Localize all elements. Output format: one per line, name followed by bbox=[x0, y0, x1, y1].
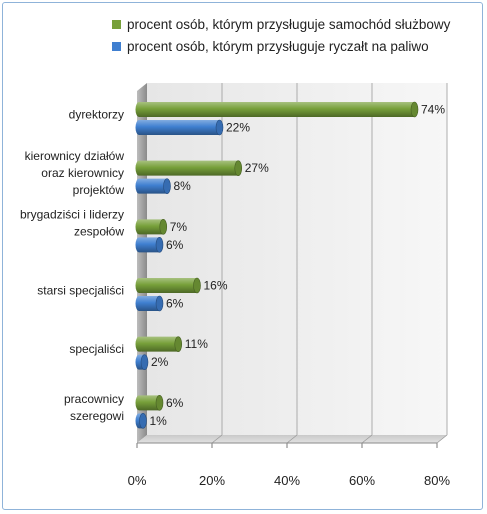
x-tick-label: 0% bbox=[128, 473, 147, 488]
legend-label: procent osób, którym przysługuje samochó… bbox=[127, 17, 451, 32]
x-tick-label: 20% bbox=[199, 473, 225, 488]
category-label: brygadziści i liderzy zespołów bbox=[20, 208, 124, 239]
plot-walls bbox=[137, 83, 447, 443]
category-label: pracownicy szeregowi bbox=[64, 392, 124, 423]
gridline-floor bbox=[361, 434, 373, 444]
data-label: 11% bbox=[185, 337, 208, 351]
data-label: 27% bbox=[245, 161, 269, 175]
gridline-floor bbox=[211, 434, 223, 444]
legend: procent osób, którym przysługuje samochó… bbox=[112, 17, 451, 54]
data-label: 6% bbox=[166, 238, 184, 252]
data-label: 6% bbox=[166, 396, 184, 410]
bar-company-car bbox=[135, 102, 419, 117]
bar-chart: procent osób, którym przysługuje samochó… bbox=[20, 17, 451, 488]
category-labels: dyrektorzy kierownicy działów oraz kierown… bbox=[20, 107, 124, 423]
x-axis-ticks: 0% 20% 40% 60% 80% bbox=[128, 442, 450, 488]
bar-end-cap bbox=[215, 119, 224, 136]
bar-fuel-allowance bbox=[135, 296, 163, 311]
legend-swatch bbox=[112, 20, 121, 29]
bar-company-car bbox=[135, 278, 201, 293]
bar-end-cap bbox=[155, 395, 164, 411]
gridline-floor bbox=[436, 434, 448, 444]
bar-company-car bbox=[135, 160, 242, 176]
data-label: 7% bbox=[170, 220, 188, 234]
data-labels: 74% 22% 27% 8% 7% 6% 16% 6% 11% 2% 6% 1% bbox=[150, 103, 446, 428]
gridline-floor bbox=[286, 434, 298, 444]
data-label: 16% bbox=[204, 279, 228, 293]
data-label: 8% bbox=[174, 179, 192, 193]
bar-company-car bbox=[135, 395, 163, 411]
bar-end-cap bbox=[410, 101, 419, 118]
legend-label: procent osób, którym przysługuje ryczałt… bbox=[127, 39, 429, 54]
data-label: 22% bbox=[226, 121, 250, 135]
gridlines bbox=[211, 83, 448, 444]
bar-end-cap bbox=[140, 354, 149, 370]
legend-swatch bbox=[112, 42, 121, 51]
bar-fuel-allowance bbox=[135, 237, 163, 253]
bar-end-cap bbox=[155, 237, 164, 253]
bar-end-cap bbox=[234, 160, 243, 176]
bar-end-cap bbox=[193, 277, 201, 294]
bar-end-cap bbox=[163, 178, 171, 194]
category-label: specjaliści bbox=[69, 342, 124, 356]
bar-end-cap bbox=[159, 219, 168, 235]
chart-frame: procent osób, którym przysługuje samochó… bbox=[2, 2, 483, 510]
category-label: dyrektorzy bbox=[69, 107, 124, 121]
data-label: 6% bbox=[166, 297, 184, 311]
bar-end-cap bbox=[155, 295, 164, 312]
data-label: 74% bbox=[421, 103, 445, 117]
bar-company-car bbox=[135, 336, 182, 352]
bar-fuel-allowance bbox=[135, 120, 224, 135]
data-label: 1% bbox=[150, 414, 168, 428]
x-tick-label: 60% bbox=[349, 473, 375, 488]
plot-side-wall bbox=[137, 83, 147, 443]
bar-end-cap bbox=[139, 413, 147, 429]
x-tick-label: 40% bbox=[274, 473, 300, 488]
category-label: starsi specjaliści bbox=[37, 283, 124, 297]
bars bbox=[135, 101, 419, 429]
category-label: kierownicy działów oraz kierownicy projekt… bbox=[25, 149, 125, 197]
bar-fuel-allowance bbox=[135, 178, 171, 194]
bar-company-car bbox=[135, 219, 167, 235]
x-tick-label: 80% bbox=[424, 473, 450, 488]
bar-end-cap bbox=[174, 336, 183, 352]
data-label: 2% bbox=[151, 355, 169, 369]
